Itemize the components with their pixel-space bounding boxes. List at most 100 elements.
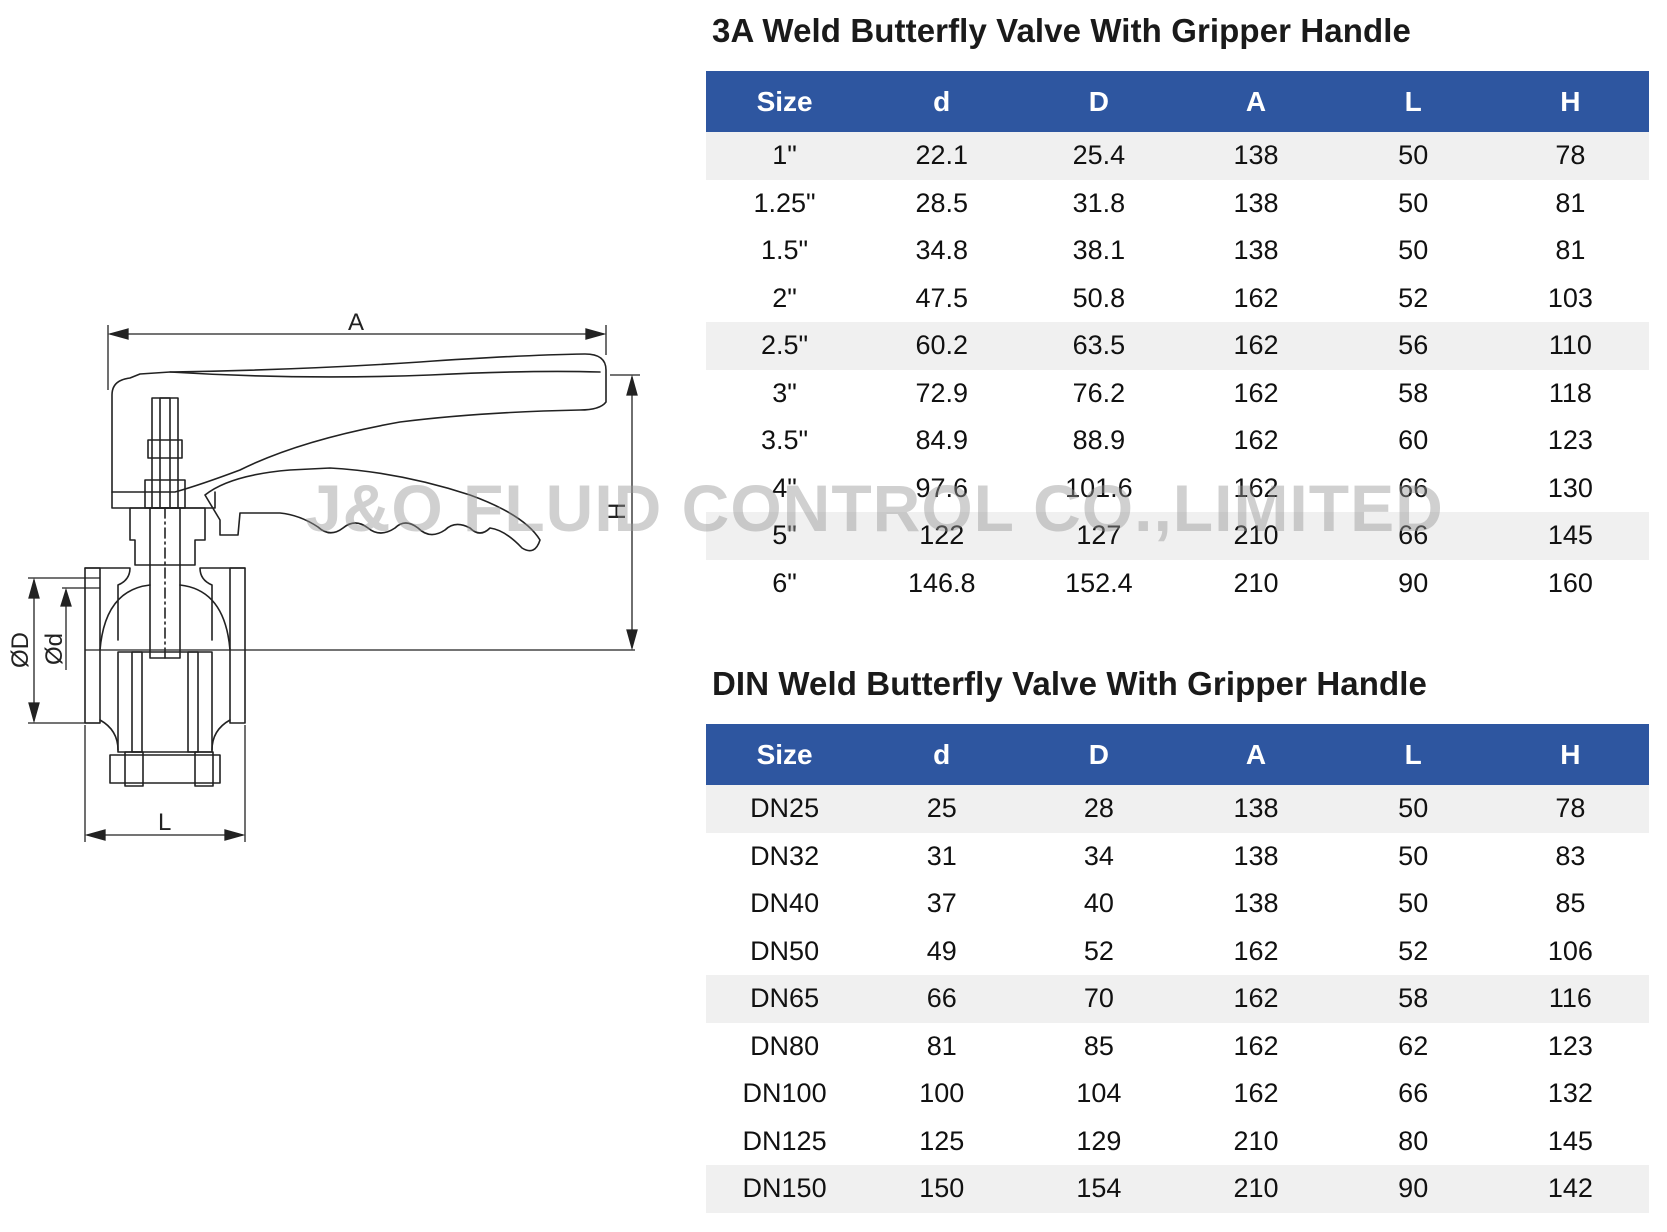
table-cell: 90 [1334,1165,1492,1213]
table-cell: 2.5" [706,322,864,370]
table-cell: 145 [1547,1125,1593,1156]
table-cell: 62 [1398,1030,1429,1061]
column-header: Size [706,724,864,785]
table-cell: 50.8 [1072,282,1126,313]
table-cell: 50 [1398,840,1429,871]
table-cell: 66 [1334,512,1492,560]
table-cell: 72.9 [915,377,969,408]
table-cell: 31 [926,840,957,871]
table-cell: 81 [1555,235,1586,266]
table-cell: 138 [1177,785,1335,833]
table-cell: 1.25" [753,187,816,218]
table-cell: 80 [1398,1125,1429,1156]
table-cell: DN80 [750,1030,820,1061]
dim-H-label: H [604,503,631,520]
table-cell: 106 [1547,935,1593,966]
table-cell: 154 [1020,1165,1178,1213]
table-cell: 85 [1083,1030,1114,1061]
table-cell: 150 [863,1165,1021,1213]
table-cell: 125 [919,1125,965,1156]
table-cell: 122 [863,512,1021,560]
table-cell: 50 [1398,235,1429,266]
table-cell: 88.9 [1072,425,1126,456]
title-din-table: DIN Weld Butterfly Valve With Gripper Ha… [712,665,1427,702]
table-cell: 90 [1398,567,1429,598]
table-cell: 123 [1547,425,1593,456]
table-cell: 130 [1547,472,1593,503]
table-cell: 1.5" [761,235,809,266]
table-row: 1.25" 28.5 31.8 138 50 81 [706,180,1649,228]
table-row: 4" 97.6 101.6 162 66 130 [706,465,1649,513]
table-cell: 162 [1233,282,1279,313]
table-cell: 162 [1177,322,1335,370]
table-cell: 66 [1398,1078,1429,1109]
table-cell: 138 [1233,187,1279,218]
column-header: d [863,71,1021,132]
table-cell: 138 [1233,888,1279,919]
table-cell: 132 [1547,1078,1593,1109]
table-cell: 138 [1233,840,1279,871]
table-cell: DN50 [750,935,820,966]
table-cell: 146.8 [907,567,976,598]
table-cell: DN25 [706,785,864,833]
table-cell: 70 [1020,975,1178,1023]
column-header: L [1334,71,1492,132]
table-row: DN150 150 154 210 90 142 [706,1165,1649,1213]
spec-table-din: Size d D A L H DN25 25 28 138 50 78 DN32 31 34 138 50 83… [706,724,1649,1213]
table-cell: DN32 [750,840,820,871]
table-row: DN50 49 52 162 52 106 [706,928,1649,976]
column-header: H [1491,71,1649,132]
table-cell: 50 [1334,132,1492,180]
table-cell: 162 [1233,1078,1279,1109]
table-row: 3.5" 84.9 88.9 162 60 123 [706,417,1649,465]
table-cell: 66 [863,975,1021,1023]
table-cell: 83 [1555,840,1586,871]
table-cell: 25.4 [1020,132,1178,180]
table-cell: 1" [706,132,864,180]
table-cell: 81 [1555,187,1586,218]
table-cell: 47.5 [915,282,969,313]
table-cell: 34 [1083,840,1114,871]
table-cell: 50 [1398,187,1429,218]
table-cell: 78 [1491,132,1649,180]
table-cell: 152.4 [1065,567,1133,598]
column-header: Size [706,71,864,132]
table-row: 6" 146.8 152.4 210 90 160 [706,560,1649,608]
table-cell: 78 [1491,785,1649,833]
table-cell: 66 [1398,472,1429,503]
table-cell: DN100 [742,1078,827,1109]
table-cell: 138 [1233,235,1279,266]
table-cell: 127 [1020,512,1178,560]
table-cell: 52 [1398,935,1429,966]
title-3a-table: 3A Weld Butterfly Valve With Gripper Han… [712,12,1411,49]
table-cell: 58 [1334,975,1492,1023]
dim-A-label: A [348,309,364,336]
table-cell: 85 [1555,888,1586,919]
table-cell: 22.1 [863,132,1021,180]
table-cell: 58 [1398,377,1429,408]
table-row: 1.5" 34.8 38.1 138 50 81 [706,227,1649,275]
spec-table-3a: Size d D A L H 1" 22.1 25.4 138 50 78 1.25" 28.5 31.8… [706,71,1649,607]
table-cell: 138 [1177,132,1335,180]
table-cell: 210 [1233,1125,1279,1156]
table-row: 1" 22.1 25.4 138 50 78 [706,132,1649,180]
table-row: DN125 125 129 210 80 145 [706,1118,1649,1166]
table-cell: 110 [1491,322,1649,370]
dim-Od-label: Ød [41,633,68,665]
table-cell: 56 [1334,322,1492,370]
table-row: 2" 47.5 50.8 162 52 103 [706,275,1649,323]
table-header-row: Size d D A L H [706,724,1649,785]
table-cell: 6" [772,567,797,598]
table-cell: 50 [1398,888,1429,919]
table-cell: 25 [863,785,1021,833]
table-cell: DN150 [706,1165,864,1213]
table-cell: DN125 [742,1125,827,1156]
table-row: DN100 100 104 162 66 132 [706,1070,1649,1118]
table-row: DN25 25 28 138 50 78 [706,785,1649,833]
table-cell: 28 [1020,785,1178,833]
table-cell: 84.9 [915,425,969,456]
table-cell: 52 [1083,935,1114,966]
table-cell: 76.2 [1072,377,1126,408]
table-row: DN80 81 85 162 62 123 [706,1023,1649,1071]
table-cell: 3.5" [761,425,809,456]
